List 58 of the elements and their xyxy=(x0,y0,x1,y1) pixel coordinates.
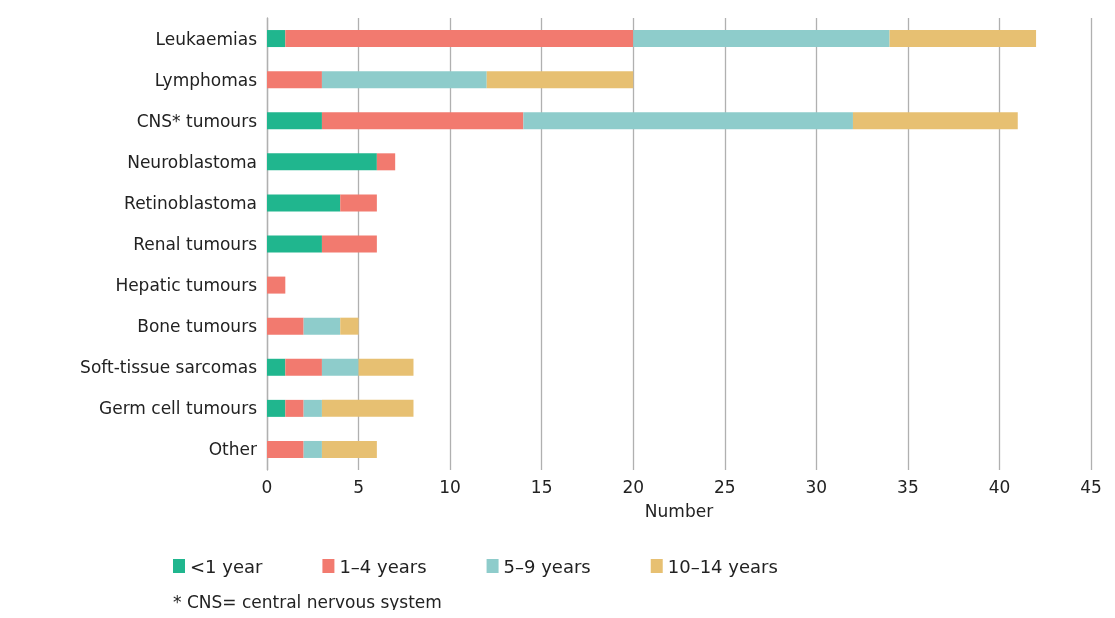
bar xyxy=(303,440,322,458)
bar xyxy=(486,71,634,89)
x-tick-label: 10 xyxy=(439,476,461,497)
bar xyxy=(267,112,322,130)
bar xyxy=(303,399,322,417)
bar xyxy=(267,276,286,294)
x-tick-label: 40 xyxy=(988,476,1011,497)
legend-label: <1 year xyxy=(190,555,264,577)
bar xyxy=(267,194,341,212)
y-tick-label: Lymphomas xyxy=(154,69,258,90)
bar xyxy=(285,399,304,417)
bar xyxy=(633,30,890,48)
y-tick-label: CNS* tumours xyxy=(136,110,258,131)
x-tick-label: 5 xyxy=(353,476,364,497)
x-tick-label: 15 xyxy=(530,476,553,497)
bar xyxy=(267,440,304,458)
bar xyxy=(358,358,414,376)
bar xyxy=(285,30,634,48)
bar xyxy=(267,71,322,89)
y-tick-label: Neuroblastoma xyxy=(127,151,257,172)
bar xyxy=(321,440,377,458)
bar xyxy=(267,399,286,417)
bar xyxy=(523,112,853,130)
bar xyxy=(321,358,359,376)
x-tick-label: 45 xyxy=(1080,476,1102,497)
bar xyxy=(285,358,322,376)
y-tick-label: Soft-tissue sarcomas xyxy=(80,357,258,378)
bar xyxy=(321,112,524,130)
bar xyxy=(852,112,1018,130)
legend-label: 10–14 years xyxy=(667,555,778,577)
y-tick-label: Leukaemias xyxy=(155,28,258,49)
legend-label: 1–4 years xyxy=(339,555,427,577)
bar xyxy=(889,30,1037,48)
bar xyxy=(340,194,377,212)
x-tick-label: 35 xyxy=(897,476,919,497)
y-tick-label: Hepatic tumours xyxy=(115,275,258,296)
y-tick-label: Germ cell tumours xyxy=(99,398,258,419)
bar xyxy=(267,153,377,171)
bar xyxy=(321,399,414,417)
bar xyxy=(321,71,487,89)
y-tick-label: Renal tumours xyxy=(133,234,258,254)
y-tick-label: Other xyxy=(208,439,257,460)
legend-label: 5–9 years xyxy=(503,555,591,577)
x-tick-label: 25 xyxy=(713,476,736,497)
bar xyxy=(267,358,286,376)
bar xyxy=(321,235,377,253)
x-tick-label: 30 xyxy=(805,476,828,497)
bar xyxy=(267,30,286,48)
bar xyxy=(267,235,322,253)
bar xyxy=(303,317,341,335)
x-tick-label: 0 xyxy=(261,476,273,497)
y-tick-label: Bone tumours xyxy=(137,316,258,337)
bar xyxy=(267,317,304,335)
bar xyxy=(376,153,396,171)
y-tick-label: Retinoblastoma xyxy=(124,192,257,213)
x-axis-title: Number xyxy=(644,500,714,521)
x-tick-label: 20 xyxy=(622,476,645,497)
bar xyxy=(340,317,359,335)
